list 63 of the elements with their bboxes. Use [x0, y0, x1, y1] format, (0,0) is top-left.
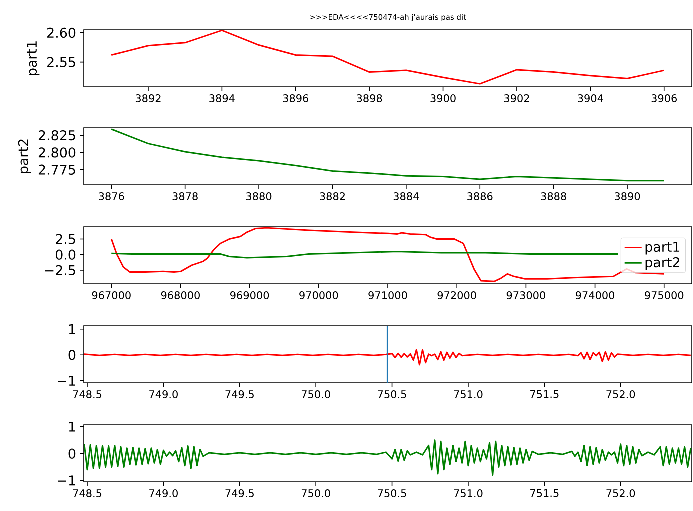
x-tick-label: 3882	[320, 192, 345, 200]
x-tick-label: 749.0	[150, 490, 178, 498]
y-tick-label: 2.775	[38, 164, 76, 175]
legend-label: part2	[646, 257, 680, 270]
x-tick-label: 749.5	[226, 490, 254, 498]
x-tick-label: 750.5	[378, 390, 406, 398]
y-tick-label: 2.5	[56, 234, 76, 244]
x-tick-label: 3900	[430, 94, 456, 102]
x-tick-label: 3880	[246, 192, 272, 200]
x-tick-label: 3876	[99, 192, 124, 200]
line-series	[110, 30, 666, 85]
x-tick-label: 3904	[578, 94, 604, 102]
line-series	[110, 128, 666, 182]
x-tick-label: 3896	[283, 94, 309, 102]
y-tick-label: 2.825	[38, 130, 76, 141]
x-tick-label: 972000	[438, 292, 476, 300]
y-tick-label: −2.5	[45, 265, 76, 276]
y-tick-label: −1	[58, 376, 76, 386]
y-tick-label: −1	[58, 476, 76, 486]
x-tick-label: 974000	[576, 292, 615, 300]
x-tick-label: 3884	[394, 192, 420, 200]
y-tick-label: 1	[69, 324, 76, 334]
x-tick-label: 3902	[504, 94, 530, 102]
y-tick-label: 0	[68, 448, 76, 459]
x-tick-label: 751.5	[530, 390, 559, 398]
x-tick-label: 3906	[652, 94, 678, 102]
x-tick-label: 752.0	[606, 390, 636, 398]
line-series	[84, 440, 692, 476]
x-tick-label: 751.5	[530, 490, 559, 498]
x-tick-label: 969000	[230, 292, 270, 300]
x-tick-label: 3898	[357, 94, 382, 102]
y-tick-label: 2.800	[38, 148, 76, 158]
x-tick-label: 967000	[92, 292, 131, 300]
y-axis-title: part2	[18, 140, 32, 174]
x-tick-label: 3894	[210, 94, 235, 102]
y-tick-label: 2.55	[48, 57, 76, 68]
x-tick-label: 751.0	[454, 390, 483, 398]
x-tick-label: 750.0	[302, 490, 330, 498]
legend-label: part1	[646, 242, 680, 255]
x-tick-label: 968000	[161, 292, 200, 300]
x-tick-label: 973000	[506, 292, 546, 300]
x-tick-label: 748.5	[73, 490, 102, 498]
x-tick-label: 752.0	[606, 490, 636, 498]
x-tick-label: 749.5	[226, 390, 254, 398]
x-tick-label: 970000	[300, 292, 338, 300]
x-tick-label: 971000	[368, 292, 408, 300]
y-tick-label: 0.0	[56, 250, 76, 260]
line-series	[84, 349, 692, 366]
y-tick-label: 0	[68, 350, 76, 360]
x-tick-label: 750.5	[378, 490, 406, 498]
x-tick-label: 3890	[615, 192, 640, 200]
x-tick-label: 749.0	[150, 390, 178, 398]
x-tick-label: 750.0	[302, 390, 330, 398]
y-tick-label: 2.60	[48, 28, 76, 38]
y-tick-label: 1	[69, 422, 76, 432]
x-tick-label: 975000	[645, 292, 684, 300]
x-tick-label: 748.5	[73, 390, 102, 398]
x-tick-label: 3892	[136, 94, 161, 102]
y-axis-title: part1	[27, 42, 40, 76]
x-tick-label: 3878	[172, 192, 198, 200]
x-tick-label: 3886	[468, 192, 493, 200]
x-tick-label: 3888	[541, 192, 566, 200]
x-tick-label: 751.0	[454, 490, 483, 498]
